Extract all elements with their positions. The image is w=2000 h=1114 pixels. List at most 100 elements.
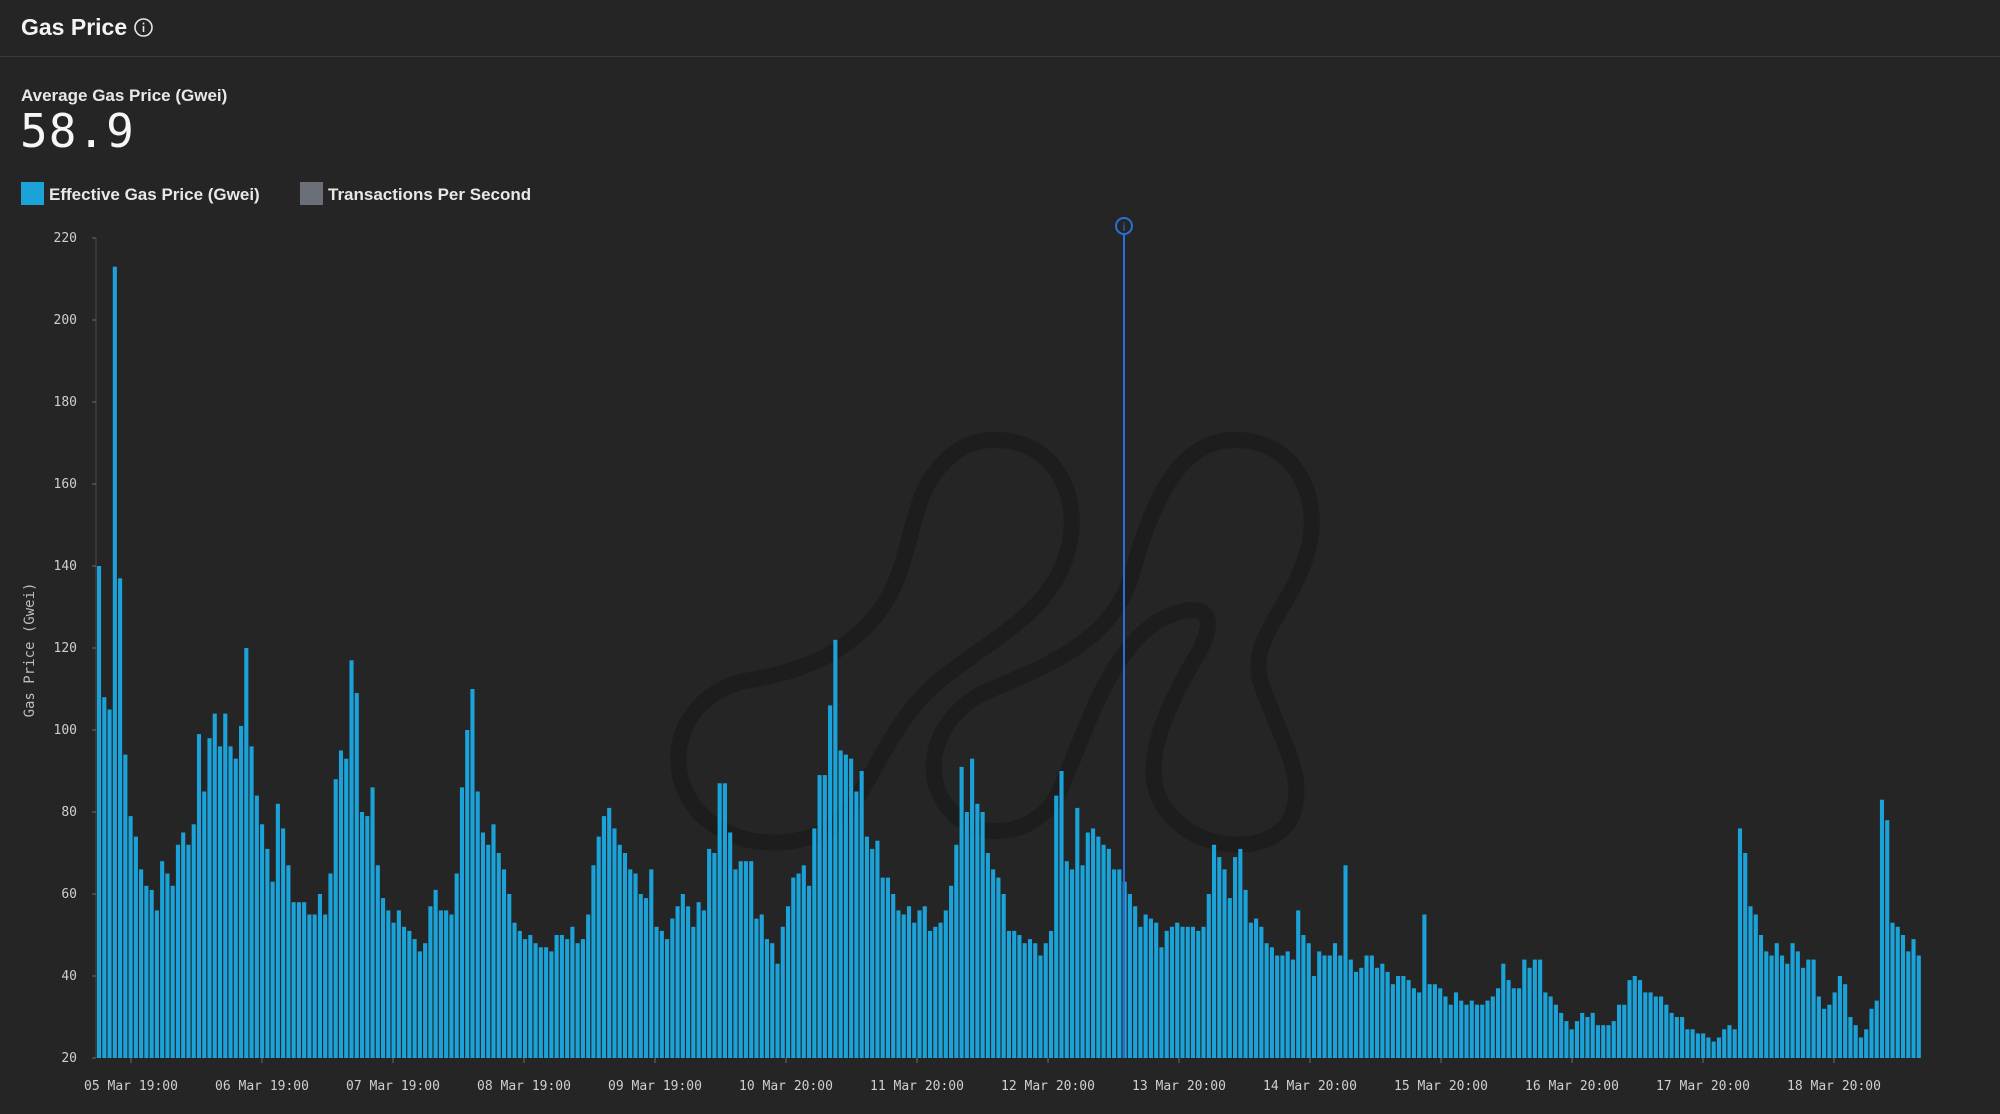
bar[interactable] bbox=[1916, 955, 1921, 1059]
bar[interactable] bbox=[570, 926, 575, 1058]
bar[interactable] bbox=[1290, 959, 1295, 1058]
bar[interactable] bbox=[938, 922, 943, 1058]
bar[interactable] bbox=[438, 910, 443, 1058]
bar[interactable] bbox=[139, 869, 144, 1058]
bar[interactable] bbox=[228, 746, 233, 1058]
bar[interactable] bbox=[317, 894, 322, 1058]
bar[interactable] bbox=[1001, 894, 1006, 1058]
bar[interactable] bbox=[1185, 926, 1190, 1058]
bar[interactable] bbox=[1154, 922, 1159, 1058]
bar[interactable] bbox=[160, 861, 165, 1058]
bar[interactable] bbox=[449, 914, 454, 1059]
bar[interactable] bbox=[659, 930, 664, 1058]
bar[interactable] bbox=[1411, 988, 1416, 1058]
bar[interactable] bbox=[959, 766, 964, 1058]
bar[interactable] bbox=[885, 877, 890, 1058]
bar[interactable] bbox=[985, 853, 990, 1058]
bar[interactable] bbox=[386, 910, 391, 1058]
bar[interactable] bbox=[575, 943, 580, 1058]
bar[interactable] bbox=[1311, 976, 1317, 1058]
bar[interactable] bbox=[822, 775, 827, 1058]
bar[interactable] bbox=[123, 754, 128, 1058]
bar[interactable] bbox=[701, 910, 706, 1058]
bar[interactable] bbox=[954, 844, 959, 1058]
bar[interactable] bbox=[239, 725, 244, 1058]
bar[interactable] bbox=[607, 807, 612, 1058]
bar[interactable] bbox=[1511, 988, 1516, 1058]
bar[interactable] bbox=[186, 844, 191, 1058]
bar[interactable] bbox=[1464, 1004, 1469, 1058]
bar[interactable] bbox=[1674, 1017, 1679, 1058]
bar[interactable] bbox=[1222, 869, 1227, 1058]
bar[interactable] bbox=[270, 881, 275, 1058]
bar[interactable] bbox=[596, 836, 601, 1058]
bar[interactable] bbox=[296, 902, 301, 1058]
bar[interactable] bbox=[154, 910, 159, 1058]
bar[interactable] bbox=[1448, 1004, 1453, 1058]
bar[interactable] bbox=[1569, 1029, 1574, 1058]
bar[interactable] bbox=[1769, 955, 1774, 1059]
bar[interactable] bbox=[1616, 1004, 1622, 1058]
bar[interactable] bbox=[233, 758, 238, 1058]
bar[interactable] bbox=[1806, 959, 1811, 1058]
bar[interactable] bbox=[349, 660, 354, 1058]
bar[interactable] bbox=[1275, 955, 1280, 1059]
bar[interactable] bbox=[1238, 848, 1243, 1058]
bar[interactable] bbox=[1632, 976, 1637, 1058]
bar[interactable] bbox=[922, 906, 927, 1058]
bar[interactable] bbox=[712, 853, 717, 1058]
bar[interactable] bbox=[1811, 959, 1816, 1058]
bar[interactable] bbox=[97, 566, 102, 1058]
info-icon[interactable] bbox=[133, 17, 154, 38]
bar[interactable] bbox=[1096, 836, 1101, 1058]
bar[interactable] bbox=[859, 771, 864, 1058]
bar[interactable] bbox=[1774, 943, 1779, 1058]
bar[interactable] bbox=[838, 750, 843, 1059]
bar[interactable] bbox=[1064, 861, 1069, 1058]
bar[interactable] bbox=[1148, 918, 1153, 1058]
bar[interactable] bbox=[128, 816, 133, 1058]
bar[interactable] bbox=[402, 926, 407, 1058]
bar[interactable] bbox=[470, 689, 475, 1058]
bar[interactable] bbox=[680, 894, 685, 1058]
bar[interactable] bbox=[381, 898, 386, 1058]
bar[interactable] bbox=[1690, 1029, 1695, 1058]
bar[interactable] bbox=[412, 939, 417, 1058]
bar[interactable] bbox=[396, 910, 401, 1058]
bar[interactable] bbox=[1538, 959, 1543, 1058]
bar[interactable] bbox=[1190, 926, 1196, 1058]
bar[interactable] bbox=[1254, 918, 1259, 1058]
bar[interactable] bbox=[1332, 943, 1338, 1058]
bar[interactable] bbox=[1322, 955, 1327, 1059]
bar[interactable] bbox=[612, 828, 617, 1058]
bar[interactable] bbox=[770, 943, 775, 1058]
bar[interactable] bbox=[1711, 1041, 1716, 1058]
bar[interactable] bbox=[1532, 959, 1537, 1058]
bar[interactable] bbox=[1822, 1008, 1827, 1058]
bar[interactable] bbox=[1816, 996, 1821, 1059]
bar[interactable] bbox=[1522, 959, 1527, 1058]
bar[interactable] bbox=[828, 705, 833, 1058]
bar[interactable] bbox=[1553, 1004, 1558, 1058]
bar[interactable] bbox=[354, 693, 359, 1058]
bar[interactable] bbox=[1611, 1021, 1616, 1058]
bar[interactable] bbox=[265, 848, 270, 1058]
bar[interactable] bbox=[733, 869, 738, 1058]
bar[interactable] bbox=[328, 873, 333, 1059]
bar[interactable] bbox=[1701, 1033, 1706, 1058]
marker-info-icon[interactable] bbox=[1115, 217, 1133, 235]
bar[interactable] bbox=[1117, 869, 1122, 1058]
bar[interactable] bbox=[1012, 930, 1017, 1058]
bar[interactable] bbox=[1758, 935, 1764, 1058]
bar[interactable] bbox=[1637, 980, 1643, 1058]
bar[interactable] bbox=[212, 713, 217, 1058]
bar[interactable] bbox=[1069, 869, 1075, 1058]
bar[interactable] bbox=[459, 787, 464, 1058]
bar[interactable] bbox=[333, 779, 338, 1058]
bar[interactable] bbox=[1490, 996, 1495, 1059]
bar[interactable] bbox=[1601, 1025, 1606, 1058]
bar[interactable] bbox=[559, 935, 564, 1058]
bar[interactable] bbox=[1627, 980, 1632, 1058]
bar[interactable] bbox=[391, 922, 396, 1058]
bar[interactable] bbox=[654, 926, 659, 1058]
